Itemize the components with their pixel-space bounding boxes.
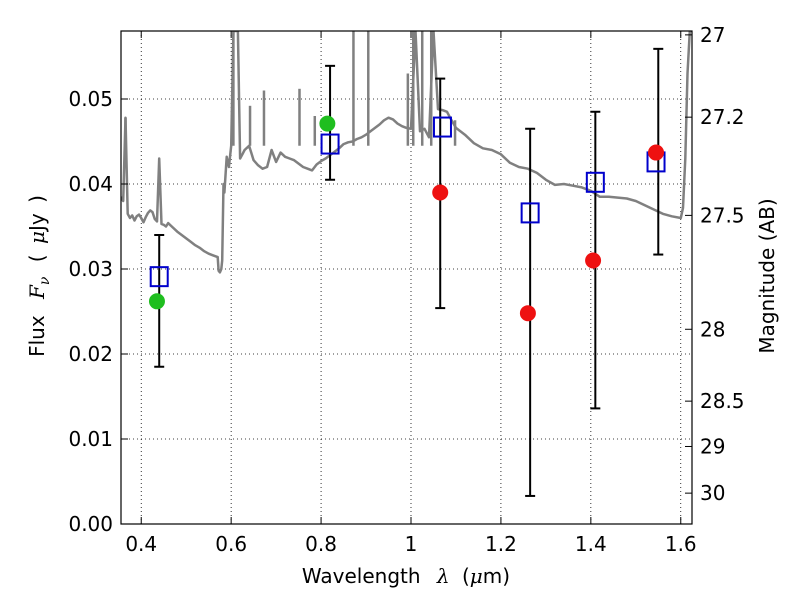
y-axis-title-unit-open: ( — [25, 254, 49, 262]
x-tick-label: 0.8 — [305, 532, 337, 556]
y2-tick-label: 30 — [700, 481, 725, 505]
y-tick-label: 0.05 — [68, 87, 113, 111]
x-tick-label: 1.2 — [485, 532, 517, 556]
model-photometry-box — [149, 266, 169, 288]
y-axis-title-symbol: F — [25, 284, 49, 300]
y-axis-title-prefix: Flux — [25, 315, 49, 357]
x-tick-label: 0.6 — [215, 532, 247, 556]
x-axis-title-unit-mu: μ — [470, 564, 483, 588]
photometry-point-red — [432, 184, 449, 201]
x-tick-label: 1.4 — [575, 532, 607, 556]
y-tick-label: 0.01 — [68, 427, 113, 451]
y2-axis-title: Magnitude (AB) — [755, 198, 779, 353]
y-tick-label: 0.02 — [68, 342, 113, 366]
model-photometry-box — [432, 116, 452, 138]
photometry-point-red — [519, 305, 536, 322]
x-tick-label: 1 — [405, 532, 418, 556]
y2-tick-label: 27.2 — [700, 105, 745, 129]
y2-tick-label: 27 — [700, 23, 725, 47]
y2-tick-label: 29 — [700, 434, 725, 458]
x-axis-title-unit-open: ( — [462, 564, 470, 588]
x-tick-label: 1.6 — [665, 532, 697, 556]
axes: 0.4 0.6 0.8 1 1.2 1.4 1.6 0.00 0.01 0.02 0.03 0.04 0… — [68, 23, 744, 556]
y-axis-title-subscript: ν — [37, 276, 53, 285]
y2-tick-label: 28.5 — [700, 389, 745, 413]
y-axis-title-unit-mu: μ — [25, 231, 49, 244]
y-tick-label: 0.04 — [68, 172, 113, 196]
y2-tick-label: 27.5 — [700, 203, 745, 227]
y2-tick-label: 28 — [700, 317, 725, 341]
y-axis-title-unit-close: ) — [25, 195, 49, 203]
model-photometry-box — [585, 171, 605, 193]
x-axis-title-symbol: λ — [436, 564, 450, 588]
y-tick-label: 0.00 — [68, 512, 113, 536]
photometry-point-green — [148, 293, 165, 310]
photometry-point-green — [319, 115, 336, 132]
plot-frame — [120, 30, 693, 525]
model-photometry-box — [320, 133, 340, 155]
sed-template-line — [121, 31, 692, 274]
photometry-point-red — [585, 252, 602, 269]
y-axis-title: Flux Fν ( μJy ) — [25, 195, 54, 357]
x-axis-title: Wavelength λ (μm) — [302, 564, 510, 588]
plot-area — [121, 31, 692, 497]
x-tick-label: 0.4 — [125, 532, 157, 556]
y-tick-label: 0.03 — [68, 257, 113, 281]
grid — [121, 31, 692, 525]
x-axis-title-unit-rest: m) — [483, 564, 510, 588]
x-axis-title-prefix: Wavelength — [302, 564, 421, 588]
photometry-point-red — [648, 144, 665, 161]
model-photometry-box — [520, 202, 540, 224]
y-axis-title-unit-rest: Jy — [25, 213, 49, 233]
